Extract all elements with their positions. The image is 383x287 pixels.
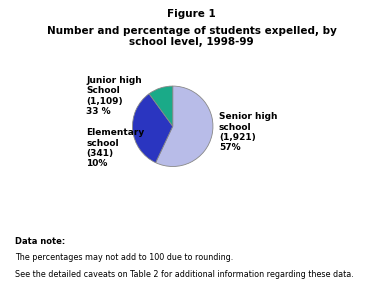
Text: Junior high
School
(1,109)
33 %: Junior high School (1,109) 33 % [86,76,142,116]
Text: Senior high
school
(1,921)
57%: Senior high school (1,921) 57% [219,112,277,152]
Wedge shape [155,86,213,166]
Text: See the detailed caveats on Table 2 for additional information regarding these d: See the detailed caveats on Table 2 for … [15,270,354,279]
Text: Data note:: Data note: [15,237,65,246]
Text: The percentages may not add to 100 due to rounding.: The percentages may not add to 100 due t… [15,253,234,262]
Wedge shape [133,94,173,163]
Wedge shape [149,86,173,126]
Text: Figure 1: Figure 1 [167,9,216,19]
Text: Elementary
school
(341)
10%: Elementary school (341) 10% [86,128,144,168]
Text: Number and percentage of students expelled, by
school level, 1998-99: Number and percentage of students expell… [47,26,336,47]
